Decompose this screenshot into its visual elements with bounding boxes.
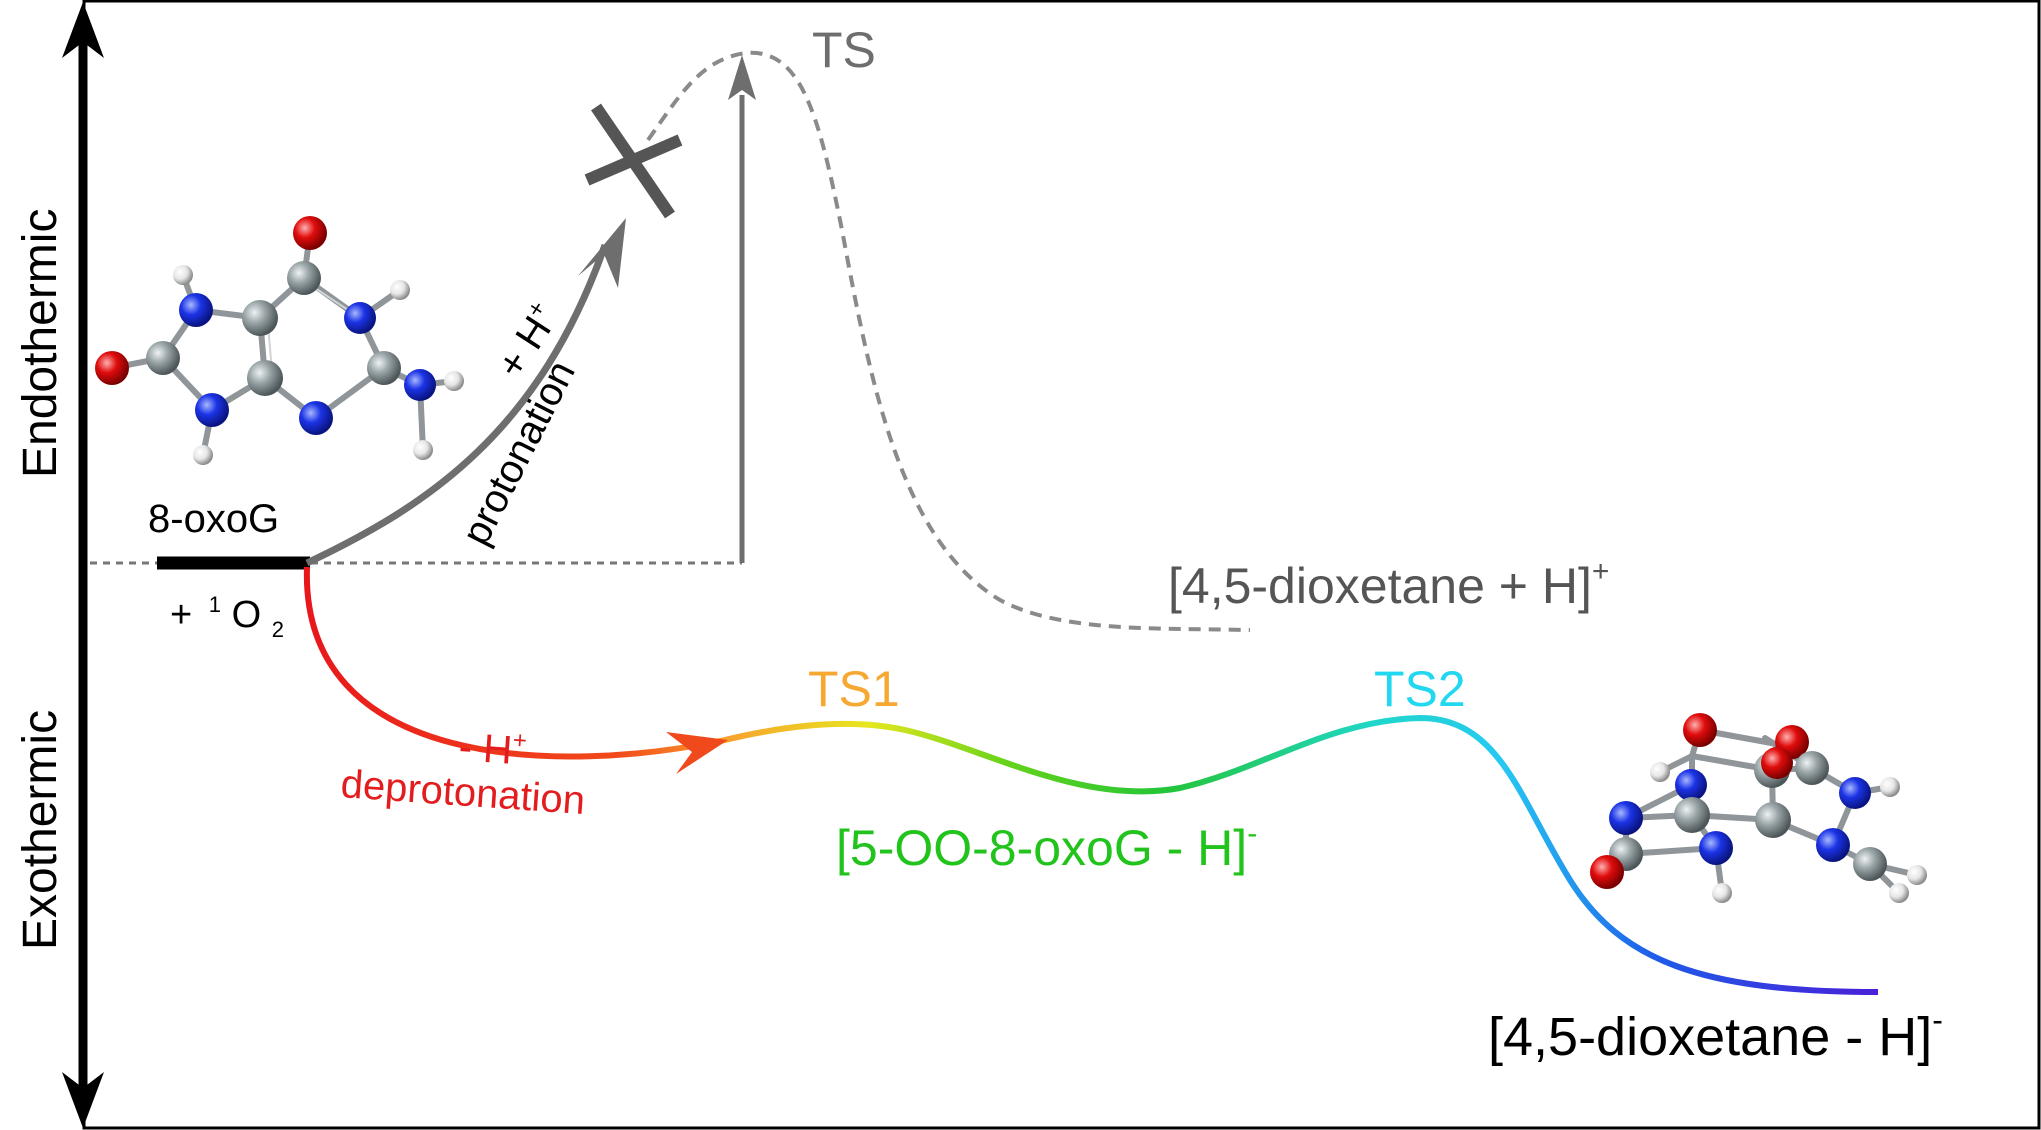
dioxetane-molecule-icon bbox=[1590, 713, 1927, 903]
deprotonation-label: deprotonation bbox=[339, 762, 586, 823]
deprotonation-ion-label: - H+ bbox=[457, 723, 527, 774]
axis-label-endothermic: Endothermic bbox=[14, 209, 67, 478]
ts-dashed-curve bbox=[646, 50, 1251, 632]
axis-up-arrow-icon bbox=[62, 2, 104, 58]
barrier-arrowhead-icon bbox=[728, 55, 756, 100]
product-cation-label: [4,5-dioxetane + H]+ bbox=[1168, 555, 1609, 614]
ts2-label: TS2 bbox=[1374, 661, 1466, 717]
axis-down-arrow-icon bbox=[62, 1072, 104, 1128]
protonation-arrowhead-icon bbox=[578, 218, 626, 288]
deprotonation-path bbox=[303, 566, 1879, 995]
8-oxoG-molecule-icon bbox=[95, 216, 464, 465]
protonation-path bbox=[305, 243, 609, 567]
reactant-label: 8-oxoG bbox=[148, 497, 279, 541]
deprotonation-arrowhead-icon bbox=[666, 732, 728, 774]
ts1-label: TS1 bbox=[808, 661, 900, 717]
reactant-plus-o2: + 1 O 2 bbox=[170, 579, 284, 642]
ts-label: TS bbox=[812, 22, 876, 78]
x-cross-icon bbox=[584, 103, 683, 219]
intermediate-label: [5-OO-8-oxoG - H]- bbox=[836, 817, 1257, 876]
axis-label-exothermic: Exothermic bbox=[14, 710, 67, 950]
product-anion-label: [4,5-dioxetane - H]- bbox=[1488, 1002, 1943, 1067]
energy-axis bbox=[62, 2, 104, 1128]
